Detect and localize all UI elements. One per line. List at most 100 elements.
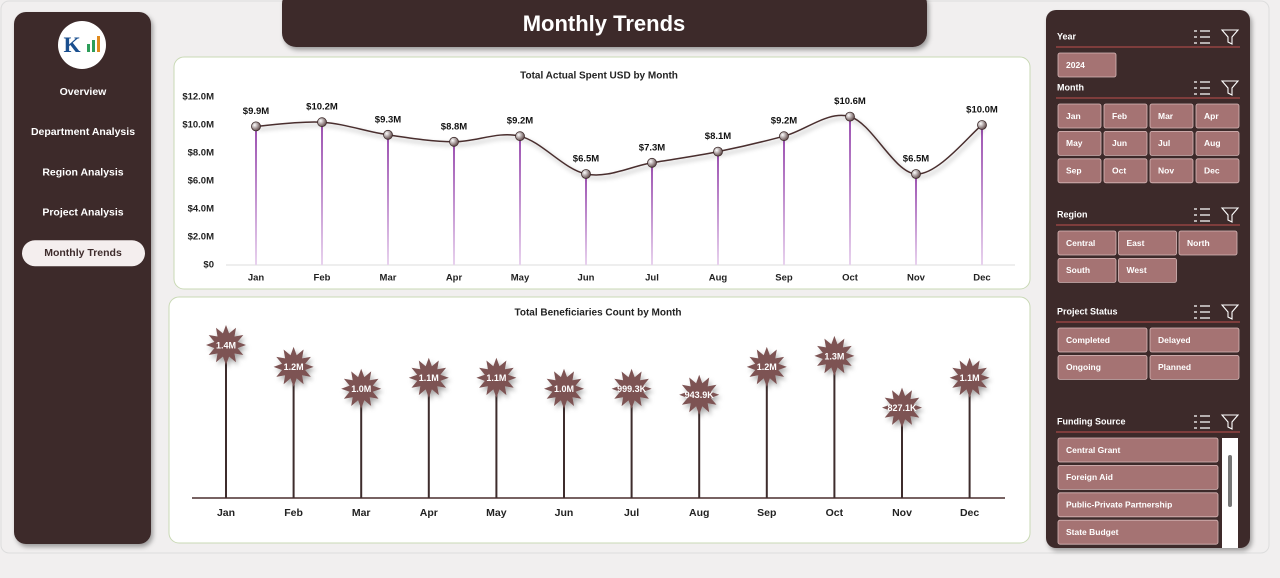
slicer-button[interactable] (1057, 354, 1148, 380)
slicer-button[interactable] (1057, 492, 1219, 518)
slicer-button[interactable] (1195, 130, 1240, 156)
stem (292, 366, 295, 498)
slicer-button[interactable] (1195, 103, 1240, 129)
data-label: $9.2M (507, 116, 533, 127)
drop-line (519, 136, 521, 265)
marker (251, 121, 261, 132)
stem (563, 388, 565, 498)
slicer-item[interactable]: Jun (1112, 138, 1127, 148)
data-label: 1.0M (554, 384, 574, 394)
nav-item[interactable]: Project Analysis (42, 207, 123, 219)
y-tick-label: $6.0M (188, 176, 214, 187)
slicer-item[interactable]: Nov (1158, 166, 1174, 176)
slicer-item[interactable]: May (1066, 138, 1083, 148)
slicer-button[interactable] (1103, 103, 1148, 129)
multi-select-icon[interactable] (1194, 30, 1210, 44)
x-tick-label: Nov (892, 507, 912, 519)
clear-filter-icon[interactable] (1220, 29, 1240, 45)
data-label: 1.2M (284, 362, 304, 372)
slicer-button[interactable] (1195, 158, 1240, 184)
stem (698, 394, 701, 498)
slicer-item[interactable]: North (1187, 238, 1210, 248)
slicer-item[interactable]: Planned (1158, 362, 1191, 372)
slicer-button[interactable] (1118, 257, 1177, 283)
multi-select-icon[interactable] (1194, 81, 1210, 95)
slicer-button[interactable] (1057, 327, 1148, 353)
drop-line (255, 126, 257, 266)
nav-item[interactable]: Region Analysis (42, 166, 123, 178)
logo (58, 21, 106, 69)
slicer-button[interactable] (1057, 158, 1102, 184)
slicer-button[interactable] (1057, 464, 1219, 490)
slicer-item[interactable]: East (1127, 238, 1145, 248)
slicer-button[interactable] (1057, 52, 1117, 78)
x-tick-label: Sep (775, 273, 793, 284)
x-tick-label: Apr (446, 273, 463, 284)
slicer-button[interactable] (1149, 130, 1194, 156)
slicer-button[interactable] (1149, 103, 1194, 129)
star-marker (544, 368, 584, 409)
slicer-item[interactable]: Central (1066, 238, 1095, 248)
clear-filter-icon[interactable] (1220, 80, 1240, 96)
star-marker (746, 346, 787, 387)
slicer-item[interactable]: Central Grant (1066, 445, 1120, 455)
slicer-button[interactable] (1057, 257, 1117, 283)
slicer-button[interactable] (1057, 230, 1117, 256)
data-label: 1.2M (757, 362, 777, 372)
slicer-item[interactable]: Ongoing (1066, 362, 1101, 372)
slicer-item[interactable]: Jan (1066, 111, 1081, 121)
marker (449, 136, 459, 147)
slicer-item[interactable]: Sep (1066, 166, 1082, 176)
slicer-item[interactable]: State Budget (1066, 527, 1119, 537)
slicer-button[interactable] (1057, 103, 1102, 129)
slicer-item[interactable]: Public-Private Partnership (1066, 500, 1172, 510)
slicer-button[interactable] (1103, 130, 1148, 156)
slicer-item[interactable]: West (1127, 265, 1147, 275)
slicer-item[interactable]: South (1066, 265, 1090, 275)
y-tick-label: $10.0M (182, 120, 214, 131)
star-marker (408, 357, 449, 398)
slicer-item[interactable]: Completed (1066, 335, 1110, 345)
slicer-item[interactable]: 2024 (1066, 60, 1085, 70)
slicer-item[interactable]: Jul (1158, 138, 1170, 148)
data-label: $9.3M (375, 114, 401, 125)
multi-select-icon[interactable] (1194, 208, 1210, 222)
slicer-item[interactable]: Oct (1112, 166, 1126, 176)
data-label: 1.3M (824, 351, 844, 361)
slicer-button[interactable] (1118, 230, 1177, 256)
x-tick-label: Feb (284, 507, 303, 519)
slicer-item[interactable]: Aug (1204, 138, 1221, 148)
slicer-button[interactable] (1149, 158, 1194, 184)
marker (317, 117, 327, 128)
logo-bar (92, 40, 95, 52)
nav-item[interactable]: Department Analysis (31, 126, 135, 138)
x-tick-label: Jun (578, 273, 595, 284)
slicer-item[interactable]: Apr (1204, 111, 1219, 121)
slicer-button[interactable] (1057, 519, 1219, 545)
x-tick-label: Jul (645, 273, 659, 284)
x-tick-label: Oct (842, 273, 859, 284)
slicer-button[interactable] (1149, 327, 1240, 353)
scrollbar-thumb[interactable] (1228, 455, 1232, 507)
slicer-item[interactable]: Delayed (1158, 335, 1191, 345)
slicer-button[interactable] (1057, 437, 1219, 463)
x-tick-label: Mar (352, 507, 371, 519)
data-label: 943.9K (685, 390, 715, 400)
marker (713, 146, 723, 157)
data-label: $6.5M (903, 154, 929, 165)
multi-select-icon[interactable] (1194, 305, 1210, 319)
slicer-button[interactable] (1103, 158, 1148, 184)
nav-item[interactable]: Overview (60, 86, 108, 98)
slicer-item[interactable]: Dec (1204, 166, 1220, 176)
slicer-item[interactable]: Mar (1158, 111, 1174, 121)
clear-filter-icon[interactable] (1220, 304, 1240, 320)
slicer-item[interactable]: Foreign Aid (1066, 472, 1113, 482)
nav-item[interactable]: Monthly Trends (44, 247, 122, 259)
multi-select-icon[interactable] (1194, 415, 1210, 429)
slicer-button[interactable] (1178, 230, 1238, 256)
slicer-button[interactable] (1057, 130, 1102, 156)
clear-filter-icon[interactable] (1220, 207, 1240, 223)
slicer-item[interactable]: Feb (1112, 111, 1127, 121)
slicer-button[interactable] (1149, 354, 1240, 380)
clear-filter-icon[interactable] (1220, 414, 1240, 430)
